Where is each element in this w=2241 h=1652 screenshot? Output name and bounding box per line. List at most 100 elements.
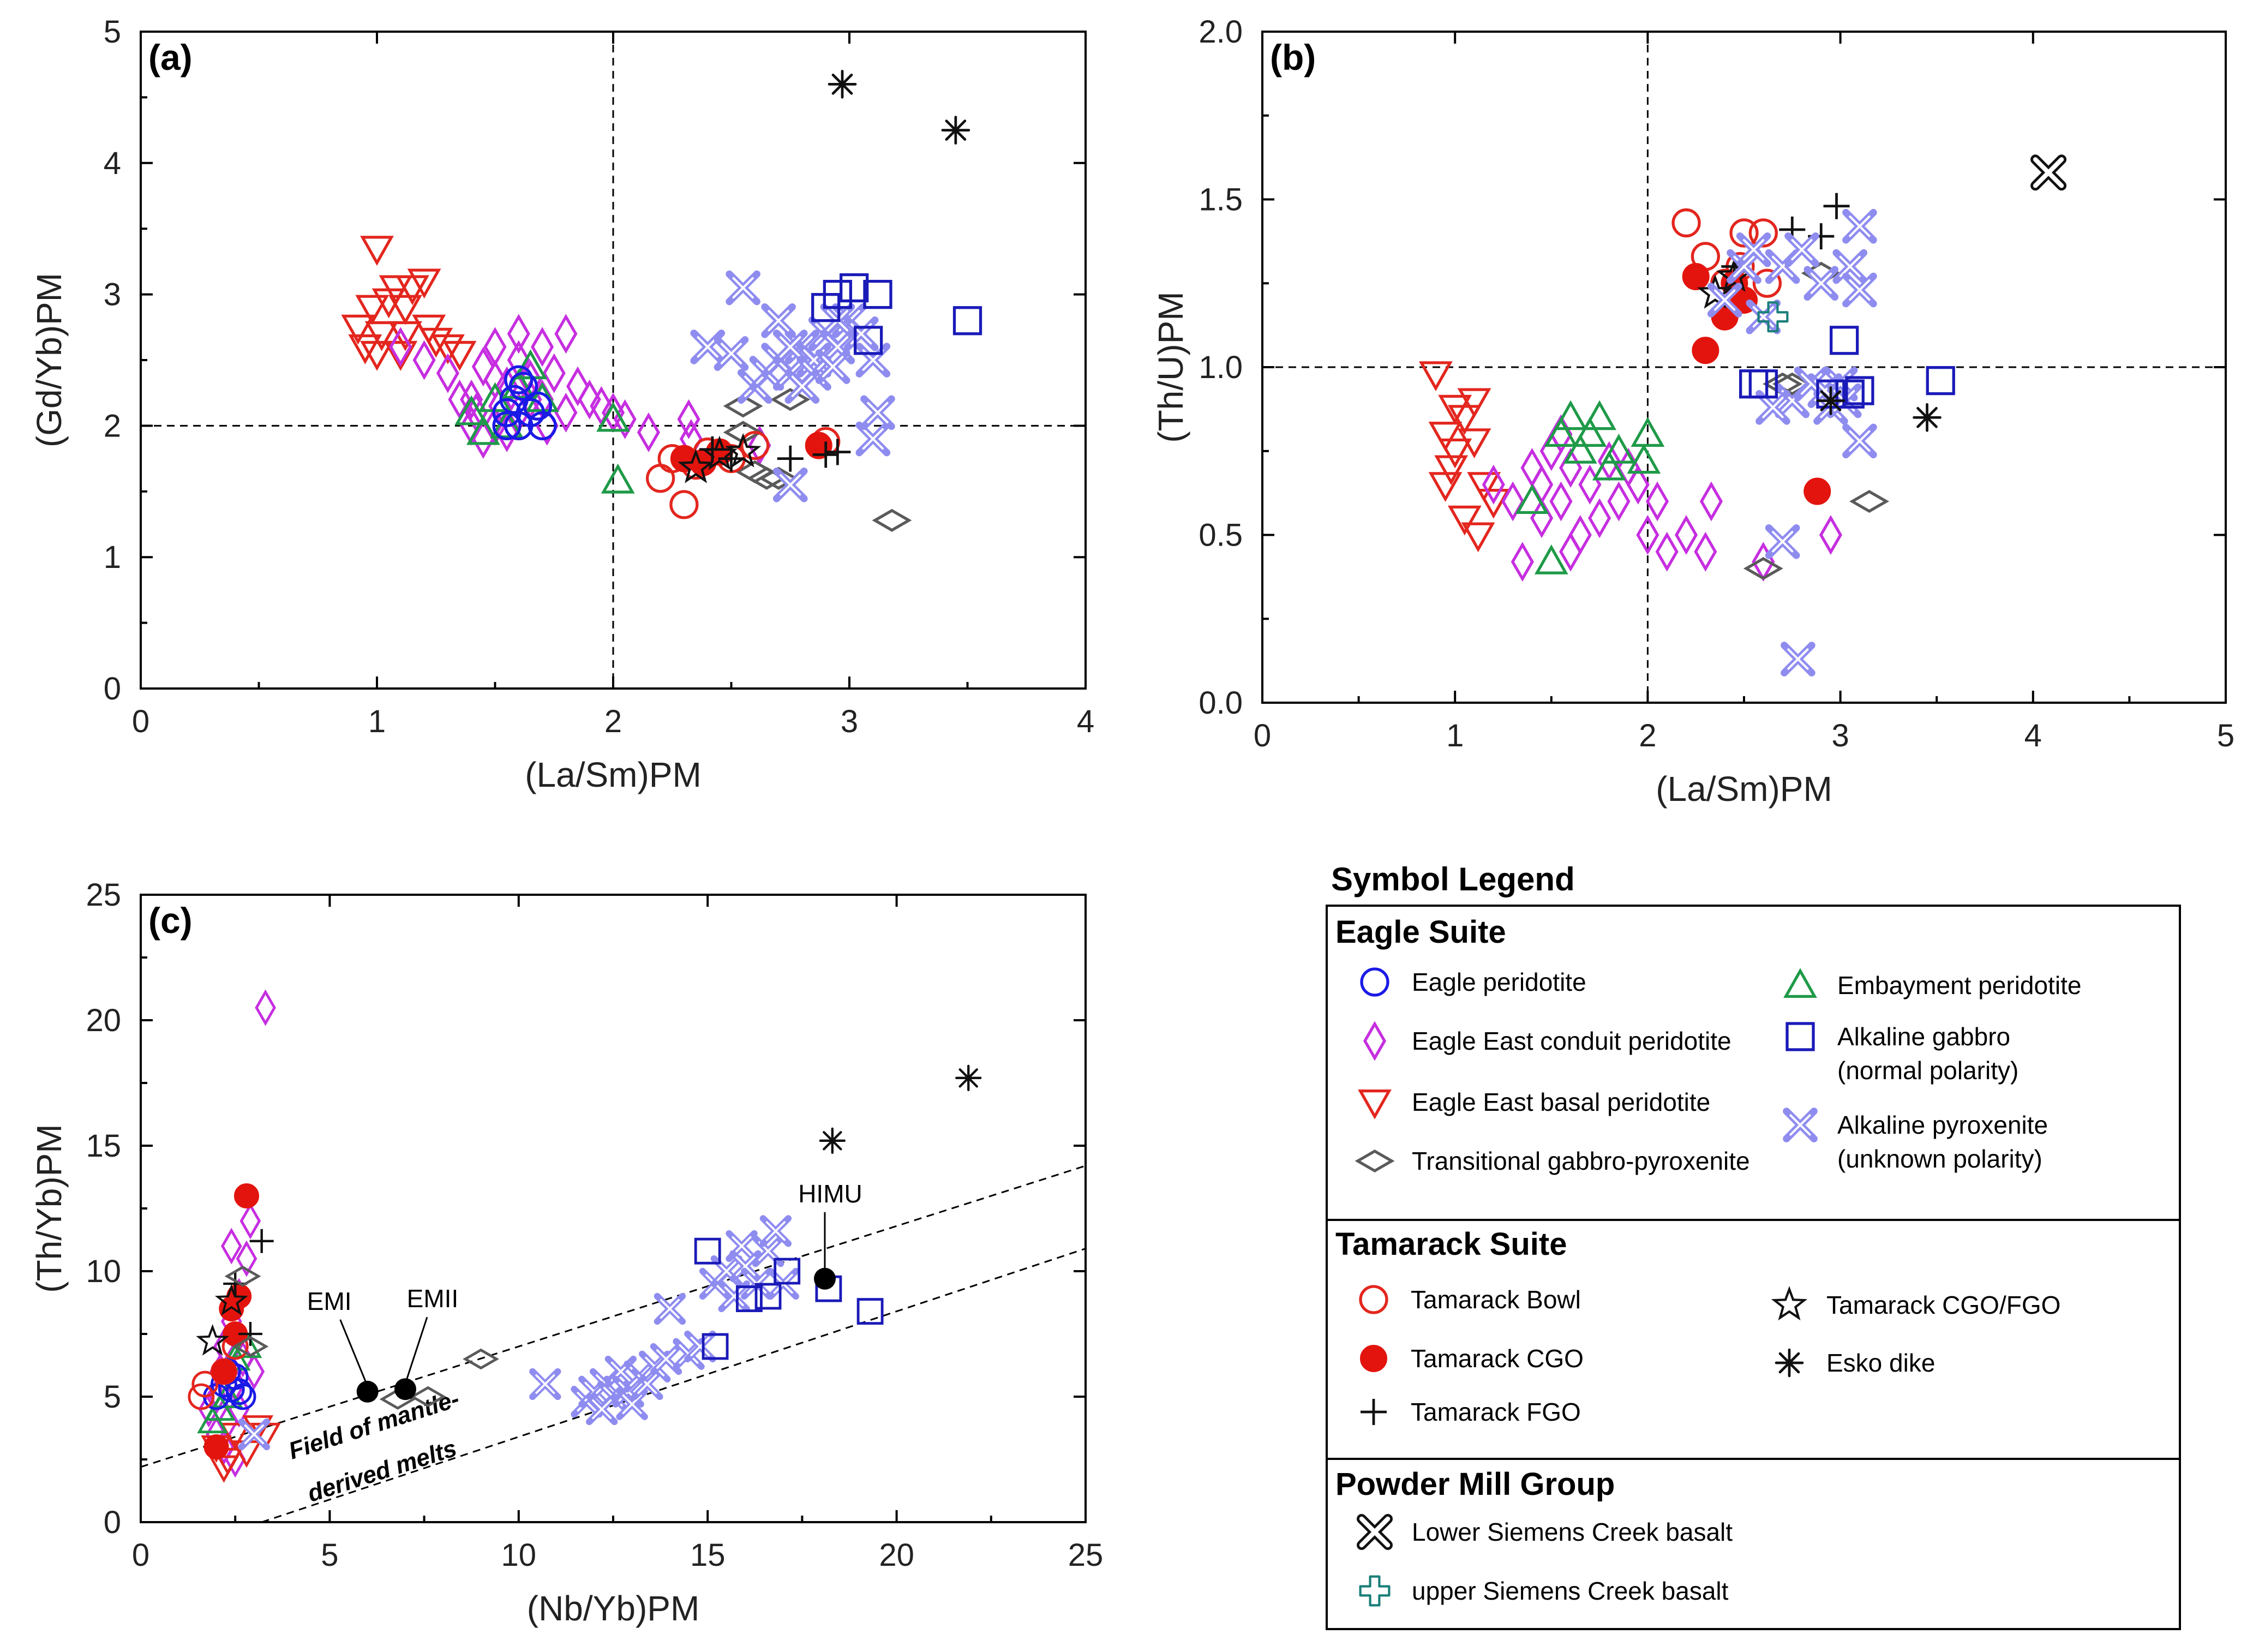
- data-point: [1682, 262, 1710, 290]
- series-alkaline_pyroxenite: [1707, 208, 1877, 677]
- data-point: [1748, 369, 1778, 399]
- data-point: [1636, 515, 1659, 555]
- legend-item-eagle_basal: Eagle East basal peridotite: [1358, 1088, 1710, 1120]
- data-point: [341, 314, 375, 345]
- series-esko_dike: [819, 1064, 982, 1154]
- legend-item-tamarack_fgo: Tamarack FGO: [1361, 1398, 1581, 1426]
- data-point: [726, 270, 760, 306]
- data-point: [407, 268, 441, 299]
- data-point: [466, 415, 500, 445]
- x-tick-label: 1: [1446, 718, 1464, 753]
- data-point: [214, 1284, 248, 1316]
- legend-marker: [1357, 1514, 1393, 1550]
- legend-group: Powder Mill Group Lower Siemens Creek bas…: [1335, 1467, 1733, 1607]
- data-point: [601, 463, 635, 494]
- data-point: [1699, 481, 1723, 522]
- data-point: [774, 1258, 801, 1285]
- legend-group-title: Eagle Suite: [1335, 914, 1506, 950]
- data-point: [812, 441, 839, 468]
- legend-item-esko_dike: Esko dike: [1775, 1348, 1935, 1378]
- data-point: [828, 69, 857, 99]
- data-point: [454, 395, 489, 426]
- x-tick-label: 3: [1831, 718, 1849, 753]
- legend-marker: [1360, 1345, 1387, 1372]
- data-point: [740, 430, 770, 460]
- legend-item-label: Esko dike: [1826, 1349, 1935, 1377]
- data-point: [723, 394, 763, 418]
- data-point: [203, 1434, 229, 1459]
- data-point: [1842, 423, 1877, 459]
- x-tick-label: 15: [690, 1537, 726, 1573]
- legend-item-label: Alkaline pyroxenite: [1837, 1111, 2048, 1139]
- data-point: [772, 467, 808, 502]
- y-axis-label: (Th/U)PM: [1151, 291, 1190, 442]
- data-point: [1655, 531, 1679, 572]
- data-point: [955, 1064, 982, 1091]
- series-eagle_peridotite: [492, 365, 557, 441]
- legend-item-label: Transitional gabbro-pyroxenite: [1412, 1147, 1750, 1175]
- x-axis-label: (Nb/Yb)PM: [527, 1589, 700, 1628]
- x-tick-label: 4: [2024, 718, 2042, 753]
- data-point: [1549, 481, 1573, 522]
- data-point: [542, 353, 566, 393]
- legend-item-label: Eagle peridotite: [1412, 968, 1586, 996]
- data-point: [430, 334, 465, 364]
- reference-point-label: HIMU: [798, 1180, 862, 1208]
- data-point: [1832, 249, 1868, 284]
- data-point: [1482, 464, 1505, 505]
- data-point: [1784, 232, 1819, 267]
- legend-item-label: Tamarack CGO: [1411, 1344, 1584, 1373]
- data-point: [389, 327, 412, 367]
- data-point: [1573, 417, 1607, 447]
- data-point: [1913, 403, 1942, 432]
- data-point: [840, 273, 869, 303]
- data-point: [364, 321, 399, 351]
- data-point: [1511, 542, 1534, 582]
- legend-group-title: Tamarack Suite: [1335, 1226, 1567, 1262]
- legend-marker: [1783, 968, 1817, 998]
- data-point: [669, 490, 699, 519]
- reference-point-leader: [339, 1319, 369, 1387]
- reference-point-leader: [404, 1316, 428, 1384]
- data-point: [699, 436, 726, 463]
- data-point: [735, 1285, 763, 1313]
- data-point: [1544, 417, 1578, 447]
- data-point: [2030, 154, 2067, 191]
- legend-marker: [1771, 1286, 1808, 1321]
- data-point: [819, 1127, 846, 1154]
- data-point: [233, 1183, 259, 1208]
- legend-item-lower_siemens: Lower Siemens Creek basalt: [1357, 1514, 1733, 1550]
- symbol-legend: Symbol Legend Eagle Suite Eagle peridotite…: [1326, 861, 2181, 1630]
- y-tick-label: 10: [86, 1254, 121, 1289]
- data-point: [777, 445, 804, 472]
- plot-frame: [140, 31, 1087, 690]
- data-point: [523, 391, 553, 421]
- data-point: [1418, 361, 1453, 392]
- legend-marker: [1785, 1022, 1815, 1051]
- data-point: [224, 1265, 261, 1287]
- legend-group: Tamarack Suite Tamarack Bowl Tamarack CGO T…: [1335, 1226, 2060, 1426]
- data-point: [236, 1240, 257, 1277]
- series-alkaline_gabbro: [694, 1237, 884, 1360]
- legend-item-sublabel: (normal polarity): [1837, 1056, 2018, 1085]
- data-point: [1830, 326, 1859, 355]
- data-point: [823, 279, 852, 309]
- data-point: [1746, 299, 1781, 334]
- data-point: [379, 275, 413, 306]
- data-point: [863, 279, 892, 309]
- data-point: [784, 369, 820, 404]
- data-point: [1674, 515, 1698, 555]
- data-point: [436, 353, 459, 393]
- data-point: [410, 1386, 446, 1408]
- x-tick-label: 2: [1639, 718, 1656, 753]
- y-tick-label: 5: [104, 14, 121, 50]
- y-tick-label: 5: [104, 1379, 121, 1415]
- data-point: [232, 1336, 269, 1357]
- data-point: [220, 1228, 242, 1265]
- data-point: [596, 402, 630, 432]
- data-point: [219, 1422, 251, 1451]
- data-point: [1842, 272, 1877, 308]
- data-point: [770, 388, 811, 411]
- legend-item-sublabel: (unknown polarity): [1837, 1145, 2042, 1173]
- data-point: [529, 1368, 561, 1400]
